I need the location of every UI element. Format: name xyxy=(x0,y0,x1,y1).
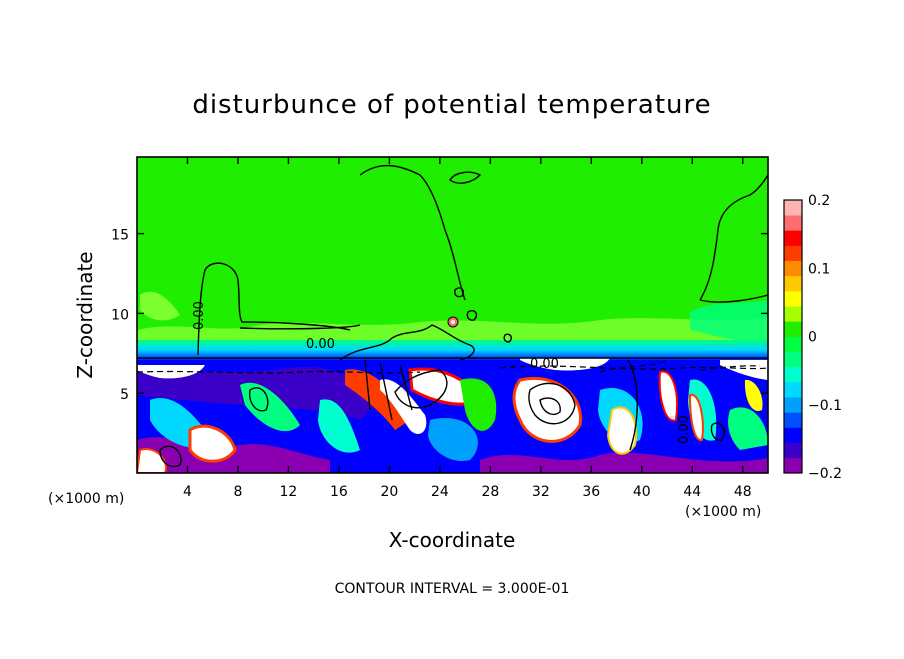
contour-label: 0.00 xyxy=(306,337,335,352)
x-tick-label: 48 xyxy=(734,484,752,500)
colorbar-label: 0.2 xyxy=(808,193,830,209)
x-tick-label: 40 xyxy=(633,484,651,500)
colorbar-label: 0.1 xyxy=(808,261,830,277)
colorbar-swatch xyxy=(784,291,802,307)
y-axis: 5 10 15 xyxy=(111,228,768,403)
colorbar-swatch xyxy=(784,321,802,337)
colorbar-swatch xyxy=(784,200,802,216)
chart-title: disturbunce of potential temperature xyxy=(192,90,711,120)
x-tick-label: 24 xyxy=(431,484,449,500)
y-axis-label: Z-coordinate xyxy=(73,251,97,378)
x-tick-label: 28 xyxy=(481,484,499,500)
dashed-contours xyxy=(137,359,768,374)
colorbar-swatch xyxy=(784,366,802,383)
colorbar-swatch xyxy=(784,230,802,246)
x-tick-label: 36 xyxy=(582,484,600,500)
plot-frame xyxy=(136,156,769,474)
colorbar: 0.2 0.1 0 −0.1 −0.2 xyxy=(783,193,842,482)
x-tick-label: 12 xyxy=(280,484,298,500)
colorbar-swatch xyxy=(784,260,802,277)
colorbar-label: −0.1 xyxy=(808,398,842,414)
lower-eddies xyxy=(137,358,768,473)
y-tick-label: 10 xyxy=(111,307,129,323)
cyan-patch-left xyxy=(140,291,180,321)
y-tick-label: 5 xyxy=(120,387,129,403)
colorbar-swatch xyxy=(784,275,802,292)
x-tick-label: 20 xyxy=(380,484,398,500)
colorbar-frame xyxy=(783,199,803,474)
contour-label: 0.00 xyxy=(530,357,559,372)
colorbar-swatch xyxy=(784,442,802,459)
colorbar-swatch xyxy=(784,457,802,474)
x-unit-left: (×1000 m) xyxy=(48,491,124,507)
colorbar-swatch xyxy=(784,215,802,231)
contour-interval-note: CONTOUR INTERVAL = 3.000E-01 xyxy=(335,581,570,597)
contour-label: 0.00 xyxy=(192,301,207,330)
x-tick-label: 44 xyxy=(683,484,701,500)
colorbar-label: 0 xyxy=(808,330,817,346)
cyan-patch-right xyxy=(690,300,768,342)
colorbar-swatch xyxy=(784,336,802,352)
x-tick-label: 8 xyxy=(233,484,242,500)
plot-area xyxy=(137,157,768,473)
colorbar-swatch xyxy=(784,427,802,443)
x-unit-right: (×1000 m) xyxy=(685,504,761,520)
colorbar-swatch xyxy=(784,245,802,261)
red-highlight xyxy=(447,316,459,328)
contour-label: 0.00 xyxy=(677,415,692,444)
colorbar-swatch xyxy=(784,397,802,413)
colorbar-swatch xyxy=(784,351,802,368)
colorbar-swatch xyxy=(784,306,802,322)
colorbar-swatch xyxy=(784,382,802,398)
colorbar-label: −0.2 xyxy=(808,466,842,482)
x-tick-label: 32 xyxy=(532,484,550,500)
colorbar-swatch xyxy=(784,412,802,428)
y-tick-label: 15 xyxy=(111,228,129,244)
interface-seam xyxy=(137,340,768,362)
x-axis: 4 8 12 16 20 24 28 32 36 40 44 48 xyxy=(183,157,752,500)
x-tick-label: 4 xyxy=(183,484,192,500)
x-tick-label: 16 xyxy=(330,484,348,500)
x-axis-label: X-coordinate xyxy=(389,528,516,552)
